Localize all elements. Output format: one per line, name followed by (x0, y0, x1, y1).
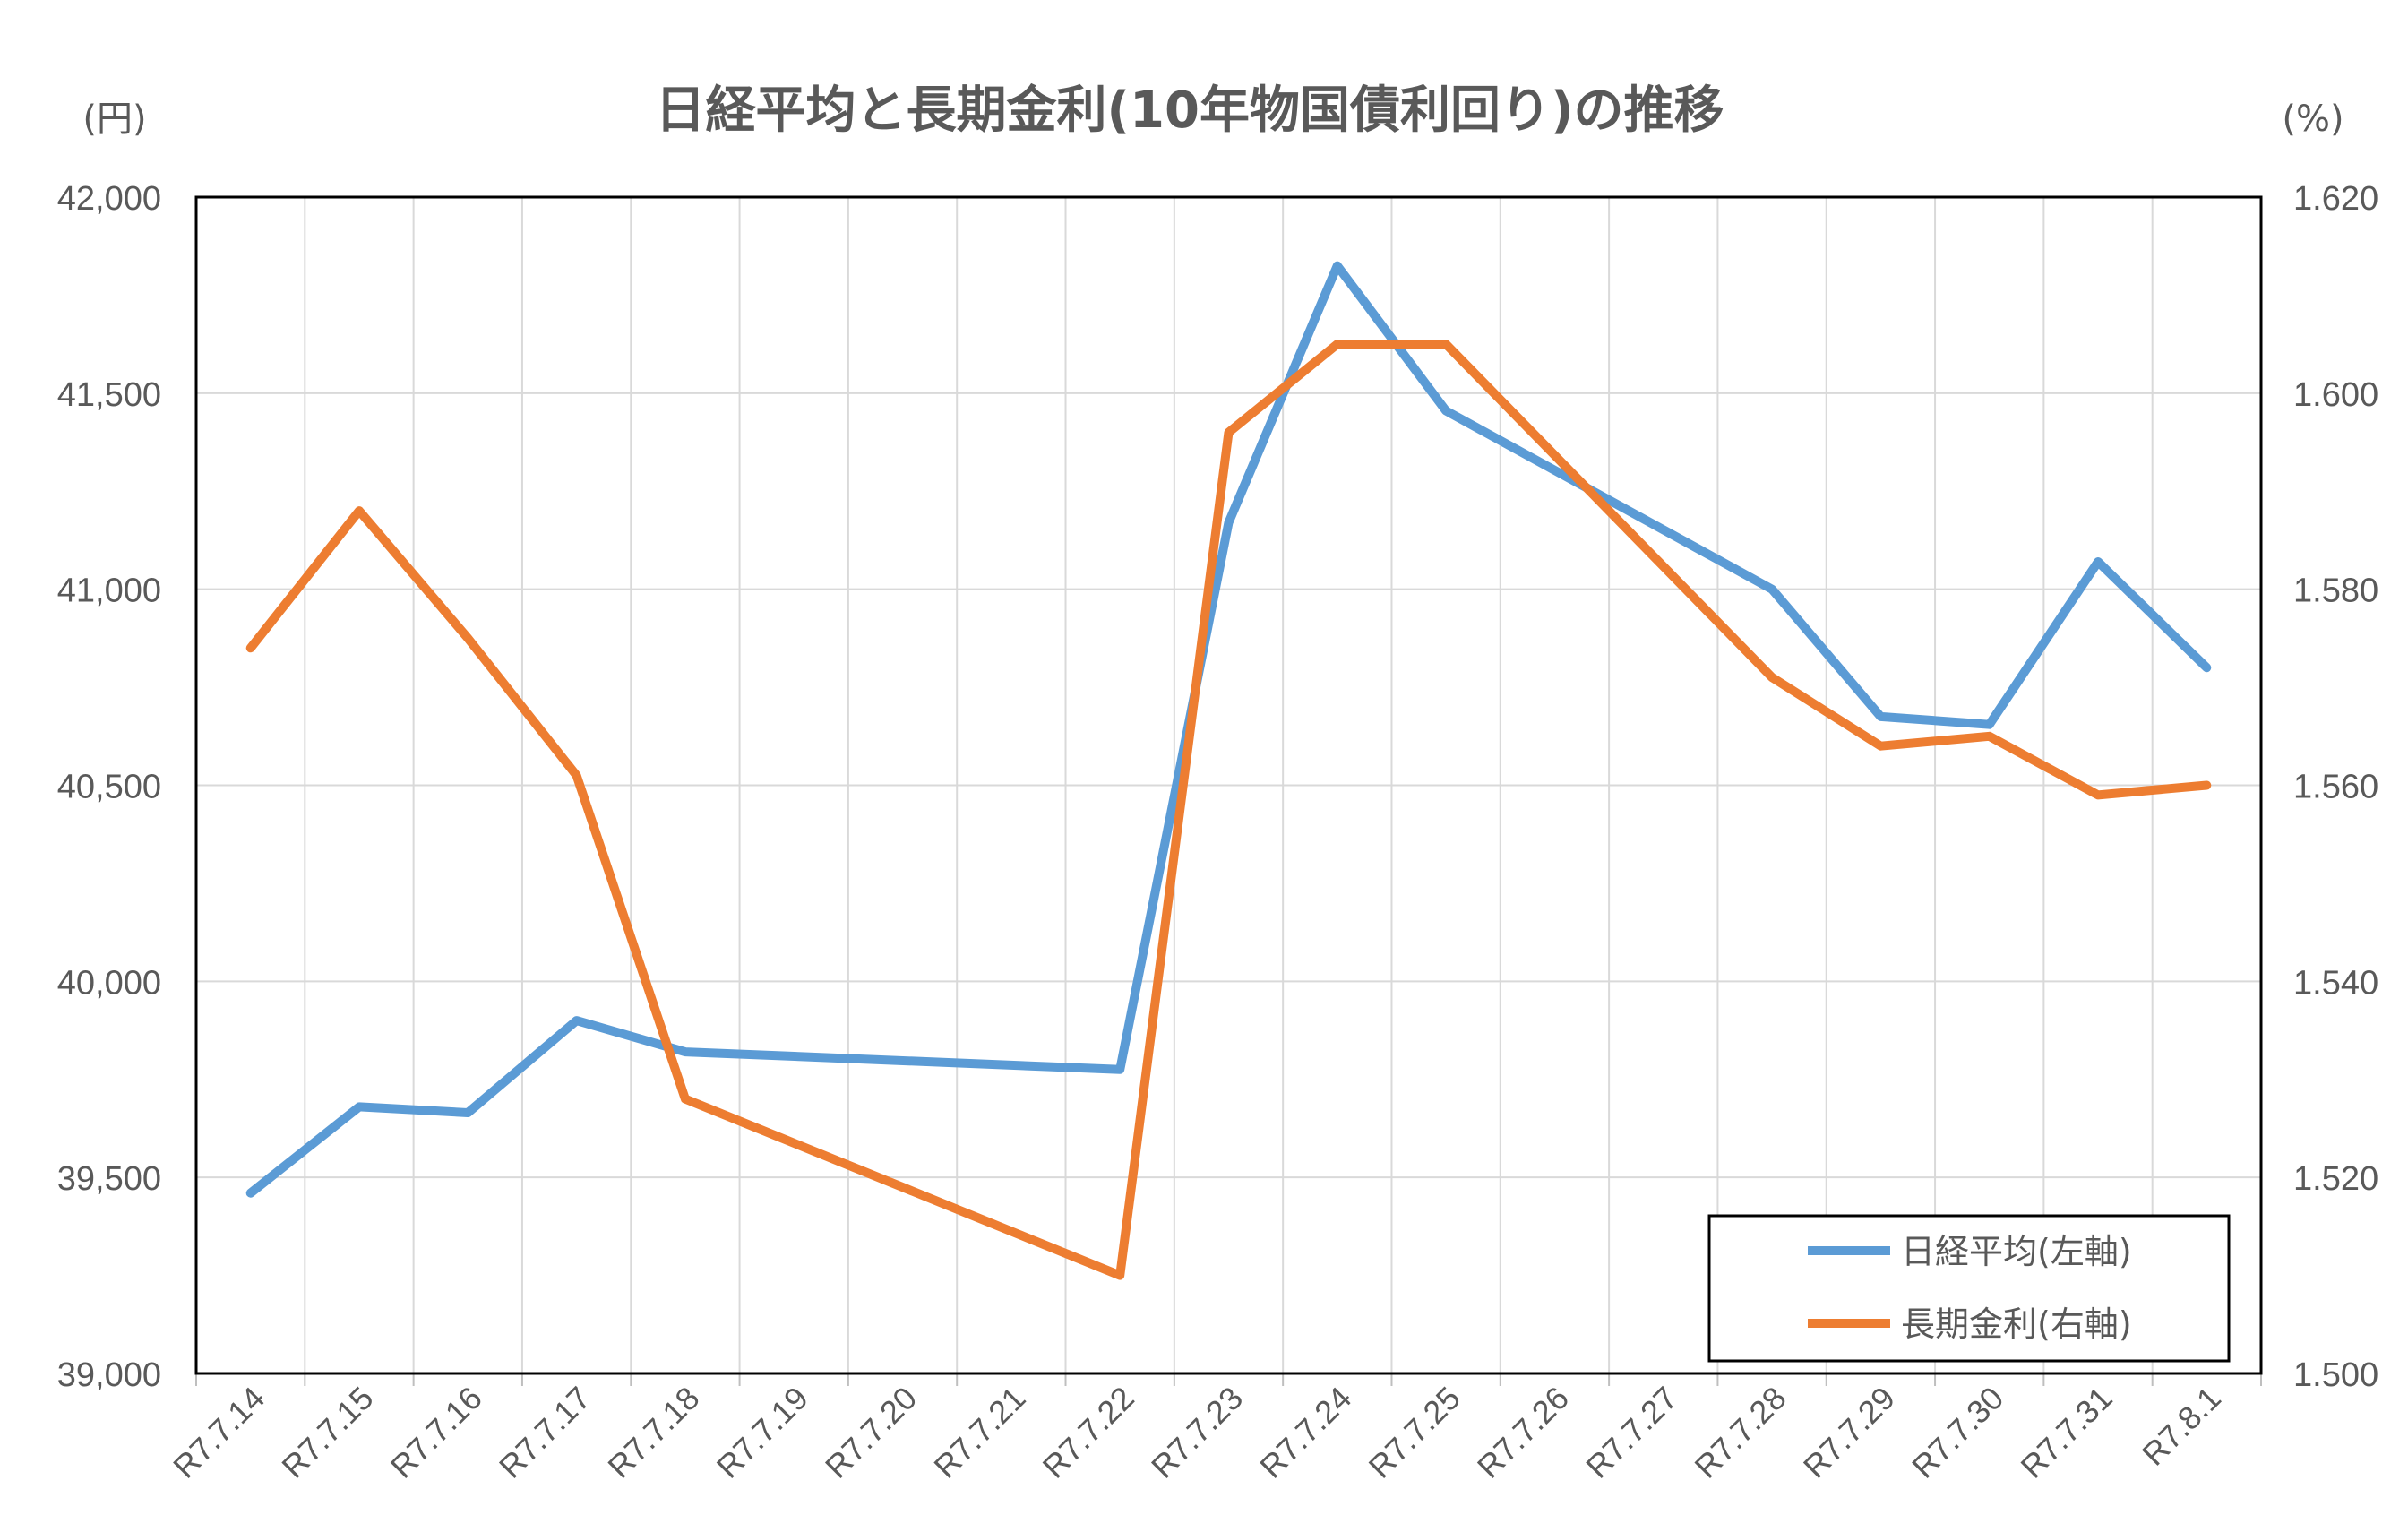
x-tick-label: R7.7.20 (818, 1380, 924, 1485)
left-tick-label: 39,000 (57, 1356, 161, 1394)
x-tick-label: R7.7.16 (383, 1380, 489, 1485)
right-tick-label: 1.560 (2293, 769, 2378, 806)
series-line-nikkei (245, 261, 2212, 1198)
x-tick-label: R7.7.25 (1362, 1380, 1467, 1485)
right-tick-label: 1.540 (2293, 964, 2378, 1002)
x-tick-label: R7.7.19 (710, 1380, 815, 1485)
x-tick-label: R7.7.28 (1688, 1380, 1793, 1485)
legend-label-yield: 長期金利(右軸) (1901, 1304, 2132, 1344)
grid (195, 196, 2262, 1386)
x-tick-label: R7.7.31 (2014, 1380, 2120, 1485)
x-tick-label: R7.7.26 (1470, 1380, 1576, 1485)
x-tick-label: R7.7.27 (1578, 1380, 1684, 1485)
series-line-yield (245, 340, 2212, 1280)
legend-box (1707, 1214, 2231, 1363)
x-tick-label: R7.8.1 (2135, 1380, 2228, 1473)
legend: 日経平均(左軸) 長期金利(右軸) (1707, 1214, 2231, 1363)
left-tick-label: 40,500 (57, 769, 161, 806)
left-tick-label: 41,000 (57, 572, 161, 610)
x-tick-label: R7.7.22 (1036, 1380, 1141, 1485)
x-tick-label: R7.7.15 (274, 1380, 380, 1485)
left-tick-label: 39,500 (57, 1160, 161, 1198)
x-tick-label: R7.7.24 (1252, 1380, 1358, 1485)
plot-area-border (194, 195, 2263, 1375)
legend-label-nikkei: 日経平均(左軸) (1901, 1232, 2132, 1271)
left-axis-unit: (円) (82, 99, 146, 140)
x-tick-label: R7.7.30 (1905, 1380, 2010, 1485)
chart-title: 日経平均と長期金利(10年物国債利回り)の推移 (655, 82, 1724, 140)
x-tick-label: R7.7.29 (1796, 1380, 1902, 1485)
right-tick-label: 1.620 (2293, 180, 2378, 218)
x-tick-label: R7.7.18 (600, 1380, 706, 1485)
x-tick-label: R7.7.17 (492, 1380, 598, 1485)
right-tick-label: 1.500 (2293, 1356, 2378, 1394)
right-tick-label: 1.520 (2293, 1160, 2378, 1198)
x-tick-label: R7.7.23 (1144, 1380, 1250, 1485)
right-tick-label: 1.580 (2293, 572, 2378, 610)
right-tick-label: 1.600 (2293, 376, 2378, 414)
series (245, 261, 2212, 1280)
right-axis-unit: (%) (2282, 99, 2344, 140)
x-tick-label: R7.7.21 (926, 1380, 1032, 1485)
left-tick-label: 41,500 (57, 376, 161, 414)
x-tick-label: R7.7.14 (166, 1380, 271, 1485)
left-tick-label: 42,000 (57, 180, 161, 218)
left-tick-label: 40,000 (57, 964, 161, 1002)
